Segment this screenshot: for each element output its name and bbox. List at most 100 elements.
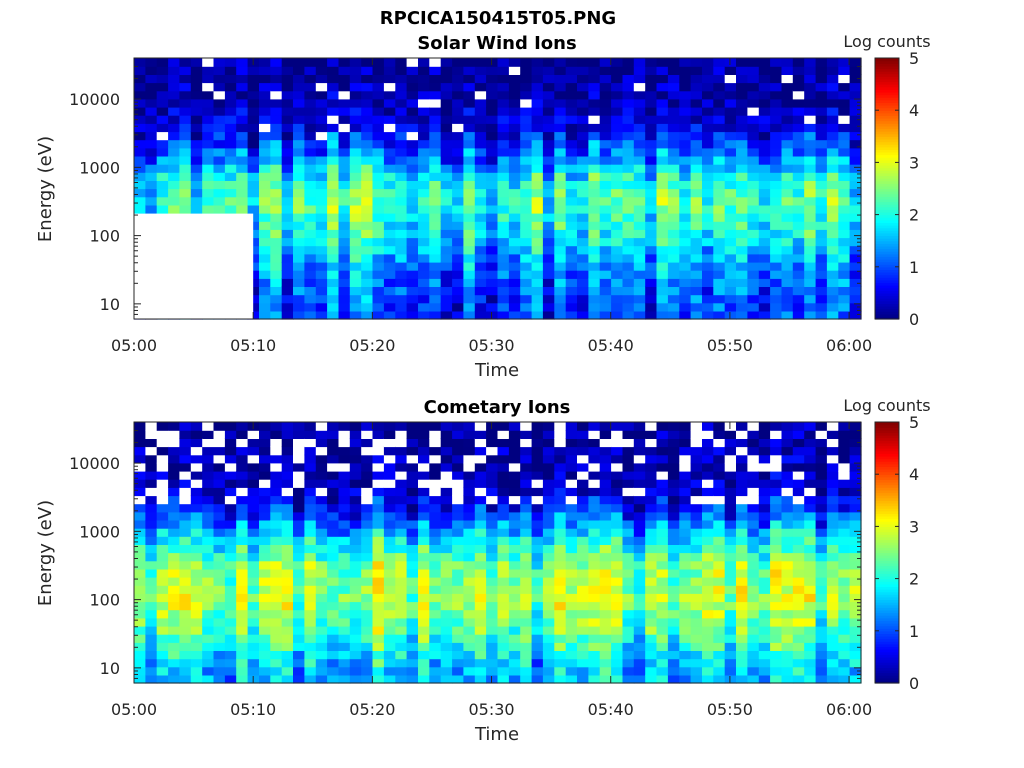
heatmap-cell: [508, 115, 521, 124]
heatmap-cell: [202, 188, 215, 198]
colorbar-segment: [875, 573, 899, 577]
heatmap-cell: [702, 422, 714, 431]
heatmap-cell: [724, 180, 737, 190]
heatmap-cell: [826, 172, 839, 181]
heatmap-cell: [429, 164, 442, 173]
heatmap-cell: [508, 462, 521, 472]
colorbar-segment: [875, 97, 899, 101]
heatmap-cell: [633, 310, 646, 320]
heatmap-cell: [588, 270, 601, 279]
heatmap-cell: [418, 131, 430, 141]
heatmap-cell: [395, 503, 408, 513]
colorbar-segment: [875, 487, 899, 491]
heatmap-cell: [349, 229, 362, 239]
heatmap-cell: [667, 106, 680, 116]
heatmap-cell: [577, 642, 589, 651]
heatmap-cell: [338, 147, 351, 157]
heatmap-cell: [168, 560, 181, 570]
heatmap-cell: [224, 470, 237, 480]
heatmap-cell: [429, 609, 442, 619]
heatmap-cell: [838, 519, 851, 529]
heatmap-cell: [781, 593, 794, 603]
heatmap-cell: [395, 196, 408, 206]
heatmap-cell: [588, 479, 601, 488]
heatmap-cell: [406, 213, 419, 222]
heatmap-cell: [418, 438, 430, 448]
heatmap-cell: [406, 454, 419, 464]
heatmap-cell: [702, 253, 714, 263]
heatmap-cell: [372, 438, 385, 448]
heatmap-cell: [259, 221, 271, 230]
heatmap-cell: [361, 642, 374, 651]
heatmap-cell: [395, 66, 408, 75]
heatmap-cell: [577, 585, 589, 594]
heatmap-cell: [508, 213, 521, 222]
heatmap-cell: [293, 560, 305, 570]
heatmap-cell: [156, 82, 169, 92]
heatmap-cell: [679, 82, 692, 92]
heatmap-cell: [713, 601, 726, 611]
heatmap-cell: [633, 544, 646, 554]
heatmap-cell: [792, 519, 805, 529]
heatmap-cell: [486, 82, 499, 92]
heatmap-cell: [713, 479, 726, 488]
heatmap-cell: [190, 495, 203, 505]
heatmap-cell: [611, 446, 624, 456]
heatmap-cell: [622, 503, 635, 513]
heatmap-cell: [531, 560, 544, 570]
heatmap-cell: [134, 560, 146, 570]
heatmap-cell: [667, 536, 680, 545]
heatmap-cell: [633, 147, 646, 157]
heatmap-cell: [645, 593, 658, 603]
heatmap-cell: [190, 577, 203, 586]
heatmap-cell: [849, 438, 862, 448]
heatmap-cell: [747, 495, 760, 505]
heatmap-cell: [690, 577, 703, 586]
heatmap-cell: [622, 454, 635, 464]
heatmap-cell: [531, 245, 544, 255]
heatmap-cell: [338, 650, 351, 660]
heatmap-cell: [781, 294, 794, 304]
heatmap-cell: [213, 74, 226, 84]
heatmap-cell: [259, 172, 271, 181]
heatmap-cell: [497, 536, 510, 545]
heatmap-cell: [792, 487, 805, 497]
heatmap-cell: [259, 446, 271, 456]
heatmap-cell: [508, 536, 521, 545]
heatmap-cell: [486, 286, 499, 296]
heatmap-cell: [667, 446, 680, 456]
heatmap-cell: [554, 634, 567, 643]
heatmap-cell: [281, 188, 294, 198]
heatmap-cell: [247, 245, 260, 255]
colorbar-segment: [875, 518, 899, 522]
heatmap-cell: [179, 617, 192, 627]
heatmap-cell: [804, 446, 817, 456]
heatmap-cell: [497, 147, 510, 157]
heatmap-cell: [247, 544, 260, 554]
heatmap-cell: [724, 229, 737, 239]
heatmap-cell: [395, 58, 408, 67]
heatmap-cell: [520, 430, 533, 439]
heatmap-cell: [588, 172, 601, 181]
heatmap-cell: [826, 552, 839, 562]
heatmap-cell: [406, 560, 419, 570]
heatmap-cell: [770, 650, 783, 660]
heatmap-cell: [315, 528, 328, 537]
heatmap-cell: [667, 438, 680, 448]
heatmap-cell: [690, 245, 703, 255]
heatmap-cell: [349, 82, 362, 92]
heatmap-cell: [599, 106, 612, 116]
heatmap-cell: [395, 139, 408, 149]
heatmap-cell: [599, 511, 612, 521]
heatmap-cell: [577, 422, 589, 431]
heatmap-cell: [134, 528, 146, 537]
heatmap-cell: [645, 625, 658, 635]
heatmap-cell: [554, 544, 567, 554]
heatmap-cell: [349, 511, 362, 521]
heatmap-cell: [838, 568, 851, 578]
heatmap-cell: [349, 147, 362, 157]
heatmap-cell: [656, 237, 669, 247]
heatmap-cell: [588, 454, 601, 464]
heatmap-cell: [679, 213, 692, 222]
